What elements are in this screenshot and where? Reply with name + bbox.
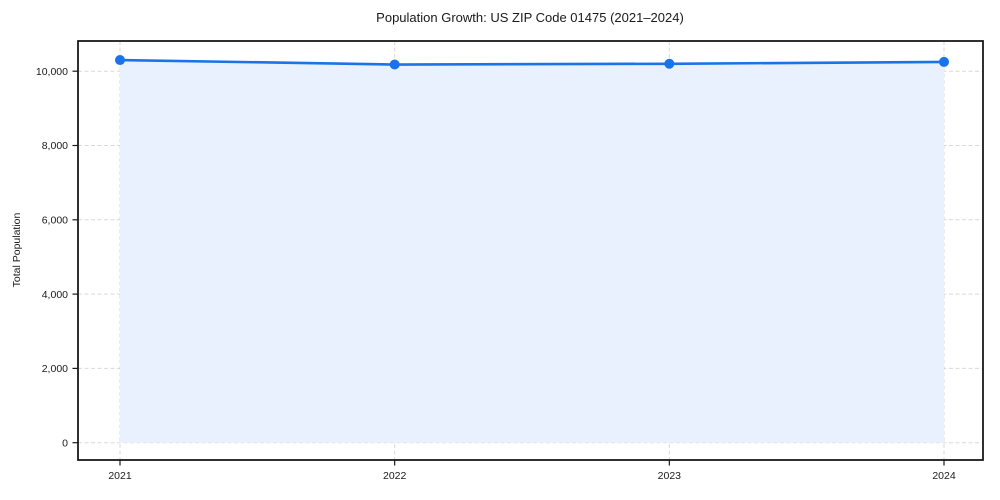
y-tick-label: 2,000 (42, 363, 68, 375)
marker-layer (115, 55, 949, 70)
y-tick-label: 8,000 (42, 140, 68, 152)
trend-line (118, 58, 946, 66)
area-layer (120, 60, 944, 443)
plot-border (77, 40, 984, 461)
y-tick-label: 10,000 (36, 66, 68, 78)
data-point-2022 (389, 59, 400, 70)
x-tick-label: 2021 (108, 470, 132, 482)
x-tick-label: 2024 (932, 470, 956, 482)
y-tick-label: 6,000 (42, 215, 68, 227)
data-point-2024 (939, 56, 949, 67)
y-tick-label: 0 (62, 437, 68, 449)
frame-layer (77, 40, 984, 461)
chart-title: Population Growth: US ZIP Code 01475 (20… (376, 10, 684, 25)
y-tick-label: 4,000 (42, 289, 68, 301)
tick-layer (72, 70, 945, 466)
y-axis-title: Total Population (11, 212, 23, 287)
line-layer (118, 58, 946, 66)
x-tick-label: 2022 (383, 470, 407, 482)
tick-label-layer: 0 2,000 4,000 6,000 8,000 10,000 2021 2022 2023 2… (36, 66, 956, 482)
area-fill (120, 60, 944, 443)
data-point-2021 (115, 55, 125, 66)
data-point-2023 (664, 58, 675, 69)
x-tick-label: 2023 (658, 470, 682, 482)
